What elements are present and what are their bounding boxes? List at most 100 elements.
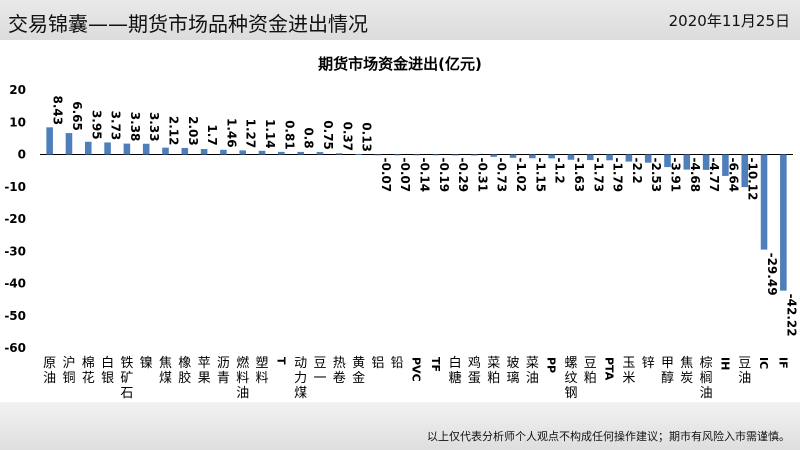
category-label: 苹果 [198,356,211,386]
bar [374,154,382,156]
value-label: -2.2 [630,158,644,184]
header-band: 交易锦囊——期货市场品种资金进出情况 2020年11月25日 [0,0,800,40]
value-label: -42.22 [784,294,798,337]
y-tick-label: 10 [9,115,26,129]
y-tick-label: 20 [9,83,26,97]
value-label: 0.8 [302,127,316,148]
bar [548,154,555,159]
value-label: -1.02 [514,158,528,193]
bar [413,154,420,156]
category-label: IF [776,357,789,369]
bar [760,154,768,250]
value-label: 8.43 [51,96,65,126]
bar [84,141,92,155]
bar [471,154,478,156]
y-tick-label: -60 [4,341,26,355]
value-label: 3.73 [109,111,123,141]
chart-title: 期货市场资金进出(亿元) [318,55,482,73]
value-label: -0.07 [379,158,393,193]
y-tick-label: -10 [4,180,26,194]
category-label: TF [429,357,442,372]
value-label: -1.2 [553,158,567,184]
value-label: -1.79 [611,158,625,193]
category-label: 菜油 [526,356,539,386]
value-label: -0.07 [398,158,412,193]
category-label: 焦炭 [680,356,693,386]
bar [683,154,691,170]
category-label: PP [545,357,558,373]
category-label: 豆粕 [584,356,597,386]
category-label: 玻璃 [507,356,520,386]
bar [490,154,498,157]
value-label: 3.33 [147,112,161,142]
category-label: 原油 [43,356,56,386]
fund-flow-bar-chart: 期货市场资金进出(亿元) 20 10 0 -10 -20 -30 -40 -50 -60 8.4… [4,55,799,401]
value-label: -3.91 [669,158,683,193]
value-label: -0.73 [495,158,509,193]
bar [316,152,324,155]
bar [625,154,633,162]
category-label: 铝 [371,356,384,371]
category-label: 棉花 [82,356,95,386]
value-label: -10.12 [746,158,760,201]
value-labels: 8.43 6.65 3.95 3.73 3.38 3.33 2.12 2.03 1.7 1.46 1… [51,96,799,337]
bar [162,147,169,155]
value-label: 1.46 [224,118,238,148]
report-date: 2020年11月25日 [668,12,790,30]
bar [606,154,613,161]
value-label: -6.64 [726,158,740,193]
bar [393,154,401,156]
bar [297,151,304,155]
footer-band: 以上仅代表分析师个人观点不构成任何操作建议；期市有风险入市需谨慎。 [0,402,800,450]
category-label: PVC [410,357,423,382]
value-label: 0.81 [282,120,296,150]
value-label: 3.95 [89,110,103,140]
category-label: 沥青 [217,356,230,386]
category-label: 铁矿石 [120,356,133,401]
value-label: -4.77 [707,158,721,193]
bar [702,154,710,170]
y-tick-label: -20 [4,212,26,226]
y-tick-label: -50 [4,309,26,323]
category-label: T [274,357,287,365]
value-label: 0.75 [321,120,335,150]
bar [104,142,111,155]
value-label: -1.15 [533,158,547,193]
value-label: -0.31 [475,158,489,193]
category-label: 锌 [642,356,655,371]
value-label: 1.27 [244,119,258,149]
category-label: 焦煤 [159,356,172,386]
category-label: IH [718,357,731,370]
category-label: 白银 [101,355,114,386]
category-label: 棕榈油 [700,356,713,401]
category-label: 螺纹钢 [564,356,577,401]
category-label: PTA [603,357,616,381]
y-tick-label: -40 [4,277,26,291]
disclaimer-text: 以上仅代表分析师个人观点不构成任何操作建议；期市有风险入市需谨慎。 [427,430,790,443]
y-tick-label: 0 [18,148,26,162]
category-label: 铅 [391,356,404,371]
value-label: 1.7 [205,124,219,145]
bar [278,151,285,155]
category-label: 塑料 [256,356,269,386]
category-label: 豆油 [738,356,751,386]
value-label: 3.38 [128,112,142,142]
bar [451,154,459,156]
bar [355,154,362,155]
value-label: 0.13 [360,122,374,152]
bar [65,133,73,155]
bar [46,127,53,155]
bar [741,154,749,188]
bar [432,154,440,156]
bar [181,147,189,155]
category-label: 橡胶 [178,356,191,386]
value-label: -4.68 [688,158,702,193]
value-label: 1.14 [263,119,277,149]
bar-series [46,127,787,291]
bar [220,149,227,155]
category-label: 镍 [140,356,153,371]
category-label: 热卷 [333,356,346,386]
category-label: 鸡蛋 [468,355,481,386]
bar [239,150,247,155]
chart-area: 期货市场资金进出(亿元) 20 10 0 -10 -20 -30 -40 -50 -60 8.4… [0,40,800,402]
